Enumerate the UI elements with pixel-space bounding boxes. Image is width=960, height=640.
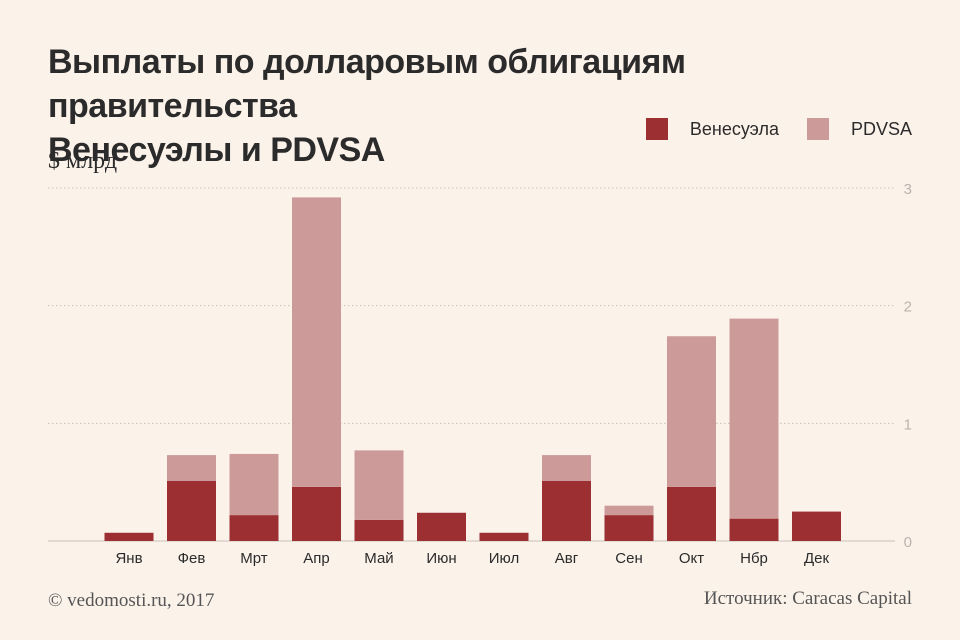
x-tick-label: Июн (426, 550, 456, 567)
y-tick-label: 3 (904, 181, 912, 198)
x-tick-label: Апр (303, 550, 329, 567)
bar-pdvsa (229, 453, 279, 516)
bar-venezuela (604, 515, 654, 541)
x-tick-label: Мрт (240, 550, 268, 567)
copyright-text: © vedomosti.ru, 2017 (48, 590, 215, 611)
x-tick-label: Дек (804, 550, 830, 567)
x-tick-label: Июл (489, 550, 519, 567)
x-tick-label: Янв (115, 550, 142, 567)
y-tick-label: 0 (904, 534, 912, 551)
bar-venezuela (354, 519, 404, 541)
x-tick-label: Сен (615, 550, 642, 567)
bar-pdvsa (292, 197, 341, 487)
bar-venezuela (104, 532, 154, 541)
unit-label: $ млрд (48, 148, 118, 174)
bar-pdvsa (167, 455, 216, 481)
x-tick-label: Авг (555, 550, 579, 567)
bar-pdvsa (667, 336, 716, 487)
x-tick-label: Фев (178, 550, 206, 567)
legend: Венесуэла PDVSA (618, 118, 912, 140)
bar-pdvsa (729, 318, 779, 519)
legend-swatch-venezuela (645, 118, 668, 140)
y-tick-label: 2 (904, 299, 912, 316)
bar-venezuela (292, 486, 341, 541)
bar-venezuela (542, 480, 591, 541)
bar-pdvsa (604, 505, 654, 516)
x-tick-label: Окт (679, 550, 704, 567)
legend-item-pdvsa: PDVSA (806, 118, 912, 140)
x-tick-label: Нбр (740, 550, 768, 567)
bar-venezuela (792, 511, 841, 541)
bar-venezuela (417, 512, 466, 541)
legend-label-venezuela: Венесуэла (689, 118, 779, 139)
title-line-1: Выплаты по долларовым облигациям правите… (48, 43, 686, 125)
bar-venezuela (667, 486, 716, 541)
source-text: Источник: Caracas Capital (703, 588, 912, 609)
bar-venezuela (229, 515, 279, 541)
legend-swatch-pdvsa (806, 118, 829, 140)
bar-pdvsa (354, 450, 404, 520)
x-tick-label: Май (364, 550, 393, 567)
title-line-2: Венесуэлы и PDVSA (48, 131, 385, 169)
legend-label-pdvsa: PDVSA (850, 118, 912, 139)
bar-venezuela (167, 480, 216, 541)
legend-item-venezuela: Венесуэла (645, 118, 779, 140)
bar-venezuela (479, 532, 529, 541)
y-tick-label: 1 (904, 416, 912, 433)
bar-venezuela (729, 518, 779, 541)
bar-pdvsa (542, 455, 591, 481)
chart-title: Выплаты по долларовым облигациям правите… (48, 40, 868, 172)
